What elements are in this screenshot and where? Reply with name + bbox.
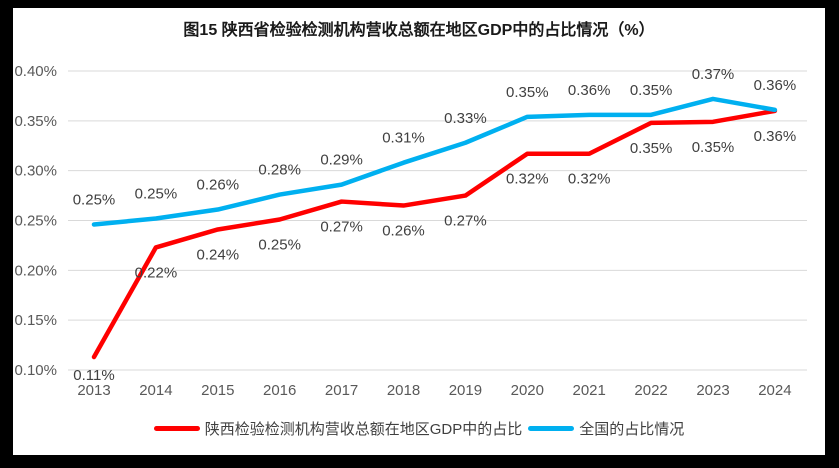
series-line-national — [91, 96, 778, 227]
data-label: 0.37% — [692, 66, 735, 83]
plot-area: 0.40% 0.35% 0.30% 0.25% 0.20% 0.15% 0.10% 2013 2… — [14, 63, 807, 399]
data-label: 0.25% — [73, 191, 116, 208]
data-label: 0.32% — [506, 171, 549, 188]
data-label: 0.31% — [382, 130, 425, 147]
x-axis-tick-label: 2014 — [139, 382, 172, 399]
x-axis-tick-label: 2020 — [511, 382, 544, 399]
x-axis-tick-label: 2019 — [449, 382, 482, 399]
data-label: 0.25% — [258, 237, 301, 254]
legend-swatch-shaanxi-line — [153, 425, 200, 431]
data-label: 0.29% — [320, 152, 363, 169]
y-axis-tick-label: 0.30% — [14, 163, 57, 180]
data-label: 0.36% — [568, 82, 611, 99]
data-label: 0.35% — [630, 140, 673, 157]
legend: 陕西检验检测机构营收总额在地区GDP中的占比 全国的占比情况 — [13, 414, 825, 442]
data-label: 0.32% — [568, 171, 611, 188]
data-label: 0.22% — [135, 264, 178, 281]
data-label: 0.35% — [630, 82, 673, 99]
y-axis-tick-label: 0.15% — [14, 312, 57, 329]
x-axis-tick-label: 2015 — [201, 382, 234, 399]
legend-label-national: 全国的占比情况 — [579, 420, 685, 438]
x-axis-tick-label: 2016 — [263, 382, 296, 399]
x-axis-tick-label: 2022 — [634, 382, 667, 399]
x-axis-tick-label: 2024 — [758, 382, 791, 399]
data-label: 0.36% — [754, 128, 797, 145]
y-axis-tick-label: 0.25% — [14, 213, 57, 230]
y-axis-tick-label: 0.40% — [14, 63, 57, 80]
data-label: 0.35% — [506, 84, 549, 101]
x-axis-tick-label: 2018 — [387, 382, 420, 399]
x-axis-tick-label: 2013 — [77, 382, 110, 399]
legend-swatch-national-line — [528, 425, 575, 431]
data-label: 0.33% — [444, 110, 487, 127]
series-line-shaanxi — [91, 108, 778, 360]
data-label: 0.11% — [73, 367, 114, 384]
legend-label-shaanxi: 陕西检验检测机构营收总额在地区GDP中的占比 — [204, 420, 523, 438]
data-label: 0.35% — [692, 139, 735, 156]
data-label: 0.27% — [320, 219, 363, 236]
y-axis-tick-label: 0.35% — [14, 113, 57, 130]
data-label: 0.25% — [135, 186, 178, 203]
legend-item-national: 全国的占比情况 — [528, 418, 684, 439]
legend-item-shaanxi: 陕西检验检测机构营收总额在地区GDP中的占比 — [153, 418, 523, 439]
x-axis-tick-label: 2021 — [573, 382, 606, 399]
chart-card: 图15 陕西省检验检测机构营收总额在地区GDP中的占比情况（%） 0.40% 0.… — [13, 8, 825, 455]
data-label: 0.24% — [197, 246, 240, 263]
data-label: 0.26% — [382, 223, 425, 240]
x-axis-tick-label: 2023 — [696, 382, 729, 399]
data-label: 0.36% — [754, 77, 797, 94]
y-axis-tick-label: 0.10% — [14, 362, 57, 379]
data-label: 0.26% — [197, 177, 240, 194]
y-axis-tick-label: 0.20% — [14, 262, 57, 279]
x-axis-tick-label: 2017 — [325, 382, 358, 399]
data-label: 0.28% — [258, 162, 301, 179]
data-label: 0.27% — [444, 213, 487, 230]
chart-title: 图15 陕西省检验检测机构营收总额在地区GDP中的占比情况（%） — [183, 22, 655, 39]
